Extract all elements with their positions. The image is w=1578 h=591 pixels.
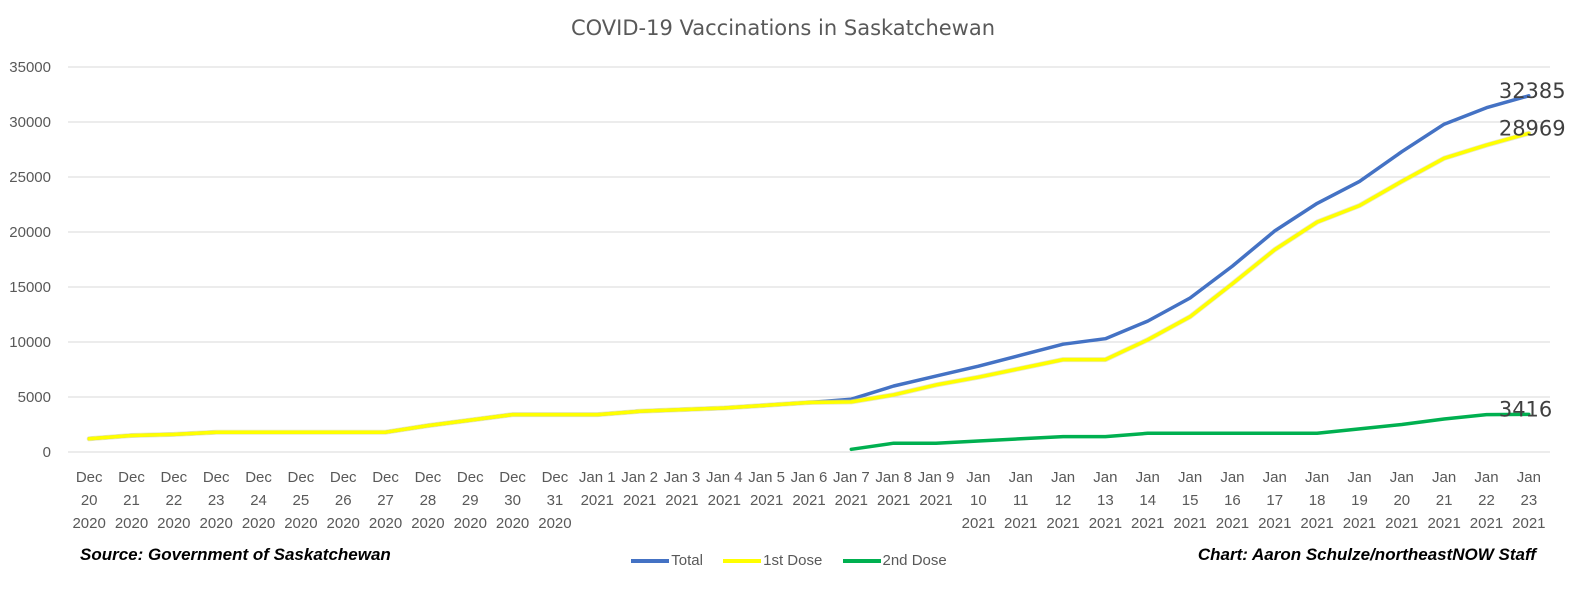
x-tick-label: Dec 30 2020 (496, 469, 529, 532)
x-tick-label: Jan 1 2021 (579, 469, 616, 509)
legend-item-first-dose: 1st Dose (723, 552, 822, 569)
gridlines (68, 66, 1550, 453)
x-tick-label: Jan 22 2021 (1470, 469, 1503, 532)
x-tick-label: Jan 21 2021 (1427, 469, 1460, 532)
line-chart: COVID-19 Vaccinations in Saskatchewan 0 5… (9, 16, 1566, 532)
x-tick-label: Dec 28 2020 (411, 469, 444, 532)
x-tick-label: Jan 14 2021 (1131, 469, 1164, 532)
x-tick-label: Jan 7 2021 (833, 469, 870, 509)
y-tick-label: 0 (43, 444, 51, 461)
chart-title: COVID-19 Vaccinations in Saskatchewan (571, 16, 995, 40)
x-tick-label: Jan 8 2021 (875, 469, 912, 509)
x-tick-label: Jan 23 2021 (1512, 469, 1545, 532)
legend-label-total: Total (671, 552, 703, 569)
y-tick-label: 5000 (18, 389, 51, 406)
series-line-1st-dose (87, 131, 1531, 441)
x-tick-label: Jan 3 2021 (664, 469, 701, 509)
legend-item-second-dose: 2nd Dose (842, 552, 947, 569)
x-tick-label: Dec 26 2020 (327, 469, 360, 532)
x-tick-label: Dec 20 2020 (72, 469, 105, 532)
y-tick-label: 25000 (9, 169, 51, 186)
end-labels: 32385 28969 3416 (1499, 79, 1566, 422)
x-tick-label: Jan 2 2021 (621, 469, 658, 509)
legend-swatch-first-dose (723, 559, 762, 564)
end-label-1st-dose: 28969 (1499, 116, 1566, 140)
x-tick-label: Jan 9 2021 (918, 469, 955, 509)
x-tick-label: Dec 27 2020 (369, 469, 402, 532)
y-axis-ticks: 0 5000 10000 15000 20000 25000 30000 35000 (9, 59, 51, 461)
end-label-total: 32385 (1499, 79, 1566, 103)
x-tick-label: Jan 10 2021 (962, 469, 995, 532)
x-tick-label: Dec 21 2020 (115, 469, 148, 532)
legend-swatch-total (631, 559, 670, 564)
series-line-2nd-dose (849, 412, 1531, 452)
x-tick-label: Jan 17 2021 (1258, 469, 1291, 532)
x-tick-label: Dec 29 2020 (454, 469, 487, 532)
x-tick-label: Dec 31 2020 (538, 469, 571, 532)
x-tick-label: Jan 6 2021 (791, 469, 828, 509)
y-tick-label: 15000 (9, 279, 51, 296)
x-tick-label: Jan 12 2021 (1046, 469, 1079, 532)
legend-label-first-dose: 1st Dose (763, 552, 823, 569)
x-tick-label: Jan 18 2021 (1300, 469, 1333, 532)
source-note: Source: Government of Saskatchewan (80, 545, 391, 564)
x-tick-label: Dec 25 2020 (284, 469, 317, 532)
x-tick-label: Jan 20 2021 (1385, 469, 1418, 532)
x-tick-label: Jan 16 2021 (1216, 469, 1249, 532)
y-tick-label: 30000 (9, 114, 51, 131)
chart-credit: Chart: Aaron Schulze/northeastNOW Staff (1197, 545, 1536, 564)
series-lines (86, 94, 1532, 452)
x-tick-label: Jan 19 2021 (1343, 469, 1376, 532)
series-line-total (87, 94, 1531, 441)
x-tick-label: Jan 13 2021 (1089, 469, 1122, 532)
x-tick-label: Dec 23 2020 (200, 469, 233, 532)
y-tick-label: 35000 (9, 59, 51, 76)
y-tick-label: 10000 (9, 334, 51, 351)
x-tick-label: Jan 4 2021 (706, 469, 743, 509)
x-axis-ticks: Dec 20 2020 Dec 21 2020 Dec 22 2020 Dec 23 2020 Dec 2… (72, 469, 1545, 532)
y-tick-label: 20000 (9, 224, 51, 241)
legend-item-total: Total (631, 552, 703, 569)
x-tick-label: Dec 24 2020 (242, 469, 275, 532)
x-tick-label: Jan 5 2021 (748, 469, 785, 509)
x-tick-label: Jan 11 2021 (1004, 469, 1037, 532)
end-label-2nd-dose: 3416 (1499, 397, 1552, 421)
legend-label-second-dose: 2nd Dose (882, 552, 947, 569)
legend: Total 1st Dose 2nd Dose (0, 552, 1578, 569)
x-tick-label: Jan 15 2021 (1173, 469, 1206, 532)
x-tick-label: Dec 22 2020 (157, 469, 190, 532)
legend-swatch-second-dose (842, 559, 881, 564)
